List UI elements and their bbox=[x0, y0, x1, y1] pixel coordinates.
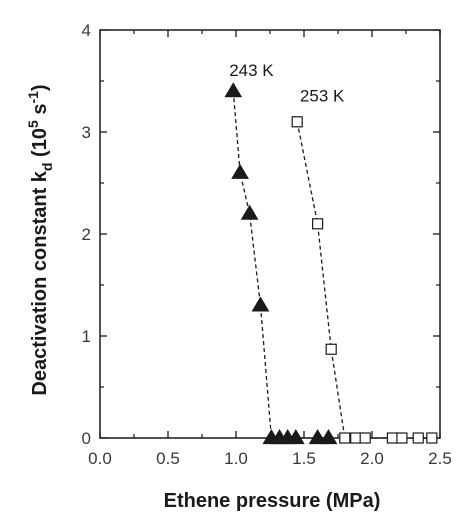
y-axis-title-part: ) bbox=[29, 84, 51, 91]
y-axis-title: Deactivation constant kd (105 s-1) bbox=[25, 84, 55, 395]
y-tick-label: 4 bbox=[82, 21, 91, 40]
data-point-square bbox=[359, 432, 371, 444]
y-axis-title-part: -1 bbox=[25, 91, 41, 104]
y-tick-label: 2 bbox=[82, 225, 91, 244]
data-point-square bbox=[426, 432, 438, 444]
data-point-triangle bbox=[251, 296, 270, 312]
y-tick-label: 0 bbox=[82, 429, 91, 448]
series-1 bbox=[291, 116, 438, 444]
data-point-triangle bbox=[224, 82, 243, 98]
y-tick-label: 1 bbox=[82, 327, 91, 346]
data-point-square bbox=[386, 432, 398, 444]
series-annotation: 253 K bbox=[300, 86, 345, 105]
y-tick-label: 3 bbox=[82, 123, 91, 142]
data-point-square bbox=[291, 116, 303, 128]
series-annotation: 243 K bbox=[229, 61, 274, 80]
annotations: 243 K 253 K bbox=[229, 61, 345, 106]
x-axis-title: Ethene pressure (MPa) bbox=[164, 490, 381, 512]
series-layer bbox=[224, 82, 438, 445]
x-tick-label: 2.5 bbox=[428, 449, 452, 468]
x-tick-label: 0.5 bbox=[156, 449, 180, 468]
data-point-square bbox=[412, 432, 424, 444]
plot-frame bbox=[99, 29, 441, 439]
data-point-square bbox=[339, 432, 351, 444]
x-tick-label: 0.0 bbox=[88, 449, 112, 468]
data-point-triangle bbox=[231, 163, 249, 179]
series-0 bbox=[224, 82, 338, 445]
data-point-square bbox=[312, 218, 324, 230]
series-line bbox=[232, 91, 329, 439]
data-point-square bbox=[325, 343, 337, 355]
data-point-square bbox=[396, 432, 408, 444]
data-point-triangle bbox=[319, 429, 338, 445]
data-point-triangle bbox=[308, 429, 327, 445]
plot-border bbox=[99, 29, 441, 439]
y-axis-title-part: (10 bbox=[29, 128, 51, 162]
x-tick-label: 1.0 bbox=[224, 449, 248, 468]
x-tick-label: 2.0 bbox=[360, 449, 384, 468]
y-axis-title-part: Deactivation constant k bbox=[29, 170, 51, 395]
y-axis-title-text: Deactivation constant kd (105 s-1) bbox=[25, 84, 55, 395]
y-axis-title-part: 5 bbox=[25, 120, 41, 128]
x-tick-label: 1.5 bbox=[292, 449, 316, 468]
series-line bbox=[296, 121, 432, 439]
y-axis-title-part: d bbox=[39, 163, 55, 172]
axis-ticks: 0.0 0.5 1.0 1.5 2.0 2.5 0 1 2 3 4 bbox=[82, 21, 452, 468]
data-point-square bbox=[350, 432, 362, 444]
data-point-triangle bbox=[240, 204, 259, 220]
y-axis-title-part: s bbox=[29, 104, 51, 121]
data-point-triangle bbox=[286, 429, 305, 445]
